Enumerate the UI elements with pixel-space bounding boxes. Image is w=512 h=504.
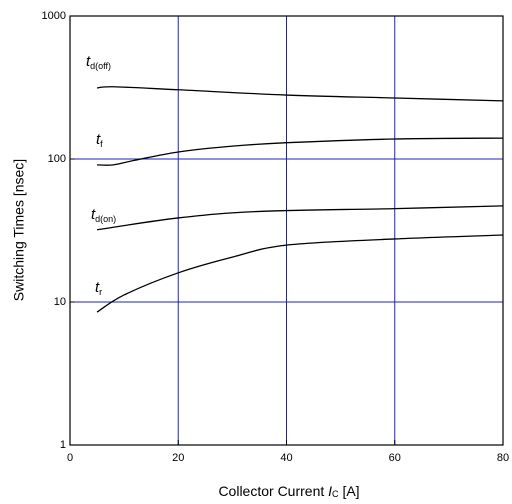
series-line: [96, 205, 504, 231]
series-label-main: t: [96, 131, 101, 148]
series-line: [96, 86, 504, 102]
x-tick-label: 80: [497, 452, 509, 464]
series-label: td(off): [86, 53, 111, 71]
x-label-subscript: C: [332, 489, 339, 499]
x-tick-label: 40: [280, 452, 292, 464]
x-tick-label: 60: [389, 452, 401, 464]
x-label-unit: [A]: [342, 483, 359, 499]
series-label-main: t: [91, 206, 96, 223]
series-label-sub: d(off): [90, 61, 111, 71]
x-label-symbol: I: [328, 483, 332, 499]
x-tick-label: 0: [67, 452, 73, 464]
y-tick-label: 1: [60, 439, 66, 451]
y-tick-label: 100: [48, 153, 66, 165]
y-tick-label: 10: [54, 296, 66, 308]
series-label-main: t: [95, 279, 100, 296]
series-line: [96, 234, 504, 313]
series-label: td(on): [91, 206, 116, 224]
y-axis-label: Switching Times [nsec]: [11, 159, 27, 301]
x-axis-label: Collector Current IC [A]: [218, 483, 359, 502]
plot-frame: [69, 15, 504, 446]
series-label: tf: [96, 131, 103, 149]
x-tick-label: 20: [172, 452, 184, 464]
y-tick-label: 1000: [42, 10, 66, 22]
series-label-sub: f: [100, 139, 103, 149]
series-line: [97, 137, 504, 166]
x-label-text: Collector Current: [218, 483, 324, 499]
series-label: tr: [95, 279, 102, 297]
series-label-sub: r: [99, 287, 102, 297]
series-label-sub: d(on): [95, 214, 116, 224]
series-label-main: t: [86, 53, 91, 70]
